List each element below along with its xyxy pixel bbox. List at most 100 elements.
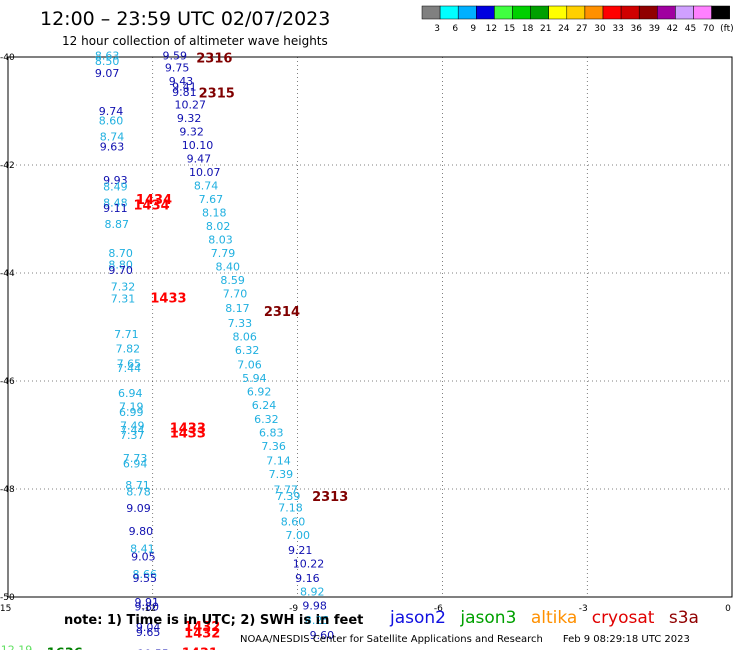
wave-height-label: 9.65 <box>136 626 161 639</box>
wave-height-label: 9.63 <box>100 140 125 153</box>
wave-height-label: 8.59 <box>220 274 245 287</box>
lon-tick-label: -6 <box>434 604 443 614</box>
legend-altika: altika <box>530 608 578 628</box>
wave-height-label: 8.66 <box>133 568 158 581</box>
wave-height-label: 6.24 <box>252 399 277 412</box>
wave-height-label: 8.49 <box>103 180 128 193</box>
wave-height-label: 7.31 <box>111 293 136 306</box>
scale-label: 24 <box>558 24 570 34</box>
legend-jason3: jason3 <box>460 608 517 628</box>
wave-height-label: 6.32 <box>235 344 260 357</box>
wave-height-label: 6.92 <box>247 386 271 399</box>
wave-height-label: 6.94 <box>118 387 143 400</box>
scale-swatch <box>566 5 586 20</box>
scale-swatch <box>512 5 531 20</box>
lon-tick-label: -12 <box>141 604 156 614</box>
wave-height-label: 9.09 <box>126 502 150 515</box>
wave-height-label: 5.94 <box>242 372 266 385</box>
wave-height-label: 7.71 <box>114 328 139 341</box>
scale-label: 18 <box>522 24 534 34</box>
pass-time-label: 1636 <box>47 646 83 650</box>
wave-height-label: 9.59 <box>162 50 187 63</box>
scale-label: 36 <box>630 24 642 34</box>
wave-height-label: 10.10 <box>182 139 214 152</box>
wave-height-label: 7.44 <box>120 424 145 437</box>
lat-tick-label: -40 <box>0 53 15 63</box>
wave-height-label: 9.43 <box>169 75 194 88</box>
wave-height-label: 7.79 <box>211 247 236 260</box>
axis-ticks: -15 -12 -9 -6 -3 0 -40 -42 -44 -46 -48 -50 <box>0 53 731 614</box>
wave-height-label: 7.65 <box>117 358 142 371</box>
wave-height-label: 9.16 <box>295 572 320 585</box>
wave-height-label: 8.60 <box>99 115 124 128</box>
pass-time-label: 1433 <box>170 427 206 442</box>
wave-height-label: 6.99 <box>119 406 144 419</box>
wave-height-label: 9.32 <box>179 125 204 138</box>
scale-label: 27 <box>576 24 587 34</box>
wave-height-label: 9.05 <box>131 550 156 563</box>
wave-height-label: 9.91 <box>134 596 159 609</box>
pass-time-label: 1434 <box>133 198 169 213</box>
footnote: note: 1) Time is in UTC; 2) SWH is in fe… <box>64 613 364 628</box>
page-subtitle: 12 hour collection of altimeter wave hei… <box>62 34 328 48</box>
wave-height-label: 8.70 <box>108 247 133 260</box>
wave-height-label: 7.82 <box>116 342 141 355</box>
scale-swatch <box>421 5 441 20</box>
wave-height-label: 10.27 <box>175 98 207 111</box>
wave-height-label: 8.17 <box>225 302 250 315</box>
credit-line: NOAA/NESDIS Center for Satellite Applica… <box>240 634 690 645</box>
wave-height-label: 8.60 <box>281 516 306 529</box>
wave-height-label: 9.60 <box>310 629 335 642</box>
wave-height-label: 8.92 <box>300 585 325 598</box>
wave-points: 8.638.509.079.748.608.749.639.938.498.48… <box>1 50 334 650</box>
lon-tick-label: 0 <box>725 604 731 614</box>
scale-label: 6 <box>452 24 458 34</box>
satellite-legend: jason2 jason3 altika cryosat s3a <box>390 608 708 628</box>
wave-height-label: 9.47 <box>187 152 212 165</box>
wave-height-label: 7.44 <box>117 362 142 375</box>
scale-swatch <box>457 5 477 20</box>
lat-tick-label: -46 <box>0 377 15 387</box>
wave-height-label: 6.32 <box>254 413 279 426</box>
page-title: 12:00 – 23:59 UTC 02/07/2023 <box>40 8 331 30</box>
pass-time-label: 2315 <box>199 87 235 102</box>
credit-text: NOAA/NESDIS Center for Satellite Applica… <box>240 634 543 645</box>
scale-swatch <box>693 5 712 20</box>
scale-label: 21 <box>540 24 551 34</box>
wave-height-label: 8.48 <box>103 197 128 210</box>
color-scale: 3 6 9 12 15 18 21 24 27 30 33 36 39 42 45 70 (ft) <box>421 5 734 34</box>
scale-label: 42 <box>667 24 678 34</box>
wave-height-label: 8.87 <box>105 218 129 231</box>
wave-height-label: 9.41 <box>172 80 197 93</box>
lat-tick-label: -50 <box>0 593 15 603</box>
pass-times: 2316231514341434143323141433143323131432… <box>47 51 349 650</box>
wave-height-label: 9.80 <box>134 601 159 614</box>
wave-height-label: 7.49 <box>120 420 145 433</box>
pass-time-label: 1432 <box>184 620 220 635</box>
legend-jason2: jason2 <box>390 608 446 628</box>
lat-tick-label: -48 <box>0 485 15 495</box>
wave-height-label: 8.50 <box>95 55 120 68</box>
wave-height-label: 9.70 <box>108 264 133 277</box>
wave-height-label: 8.06 <box>232 331 257 344</box>
wave-height-label: 7.37 <box>120 429 145 442</box>
wave-height-label: 7.33 <box>228 317 253 330</box>
lat-tick-label: -44 <box>0 269 15 279</box>
scale-swatch <box>602 5 622 20</box>
wave-height-label: 8.71 <box>125 479 149 492</box>
scale-label: 39 <box>649 24 661 34</box>
scale-label: 30 <box>594 24 606 34</box>
wave-height-label: 9.32 <box>177 112 202 125</box>
wave-height-label: 10.22 <box>293 557 325 570</box>
wave-height-label: 9.11 <box>103 202 128 215</box>
scale-label: 9 <box>470 24 476 34</box>
wave-height-label: 9.07 <box>95 67 120 80</box>
wave-height-label: 8.40 <box>216 260 241 273</box>
wave-height-label: 7.70 <box>223 287 248 300</box>
lon-tick-label: -9 <box>289 604 298 614</box>
scale-swatch <box>494 5 513 20</box>
wave-height-label: 7.32 <box>111 280 136 293</box>
wave-height-label: 8.18 <box>202 206 227 219</box>
wave-height-label: 10.55 <box>137 647 169 650</box>
